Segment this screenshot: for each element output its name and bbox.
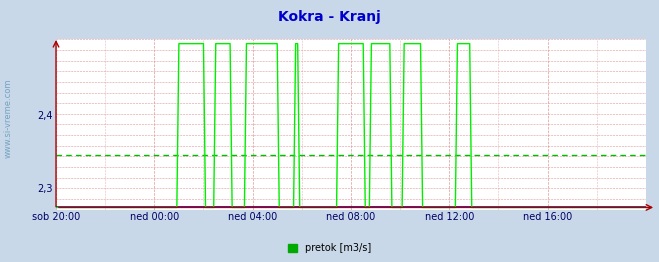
Text: Kokra - Kranj: Kokra - Kranj: [278, 10, 381, 24]
Text: www.si-vreme.com: www.si-vreme.com: [3, 78, 13, 158]
Legend: pretok [m3/s]: pretok [m3/s]: [284, 239, 375, 257]
